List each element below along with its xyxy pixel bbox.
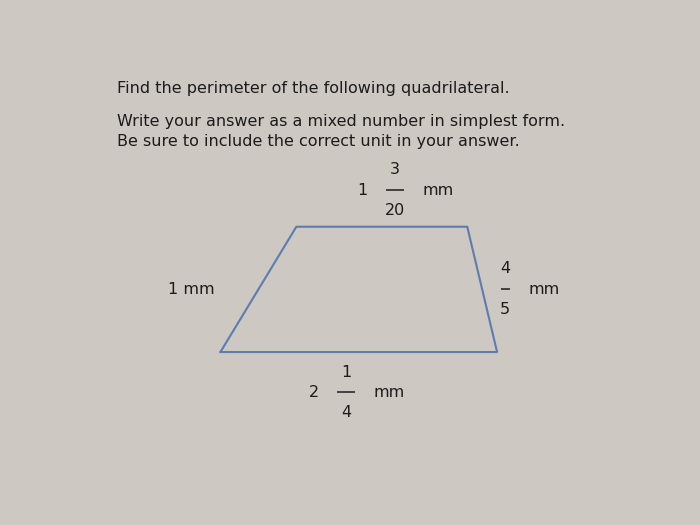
Text: 1: 1 <box>358 183 368 198</box>
Text: 4: 4 <box>500 261 510 277</box>
Text: 1 mm: 1 mm <box>169 282 215 297</box>
Text: 1: 1 <box>341 364 351 380</box>
Text: 3: 3 <box>390 162 400 177</box>
Text: 2: 2 <box>309 385 318 400</box>
Text: mm: mm <box>528 282 560 297</box>
Text: mm: mm <box>374 385 405 400</box>
Text: mm: mm <box>423 183 454 198</box>
Text: Write your answer as a mixed number in simplest form.: Write your answer as a mixed number in s… <box>118 113 566 129</box>
Text: Find the perimeter of the following quadrilateral.: Find the perimeter of the following quad… <box>118 81 510 96</box>
Text: Be sure to include the correct unit in your answer.: Be sure to include the correct unit in y… <box>118 134 520 149</box>
Text: 4: 4 <box>341 405 351 421</box>
Text: 5: 5 <box>500 302 510 317</box>
Text: 20: 20 <box>385 203 405 218</box>
